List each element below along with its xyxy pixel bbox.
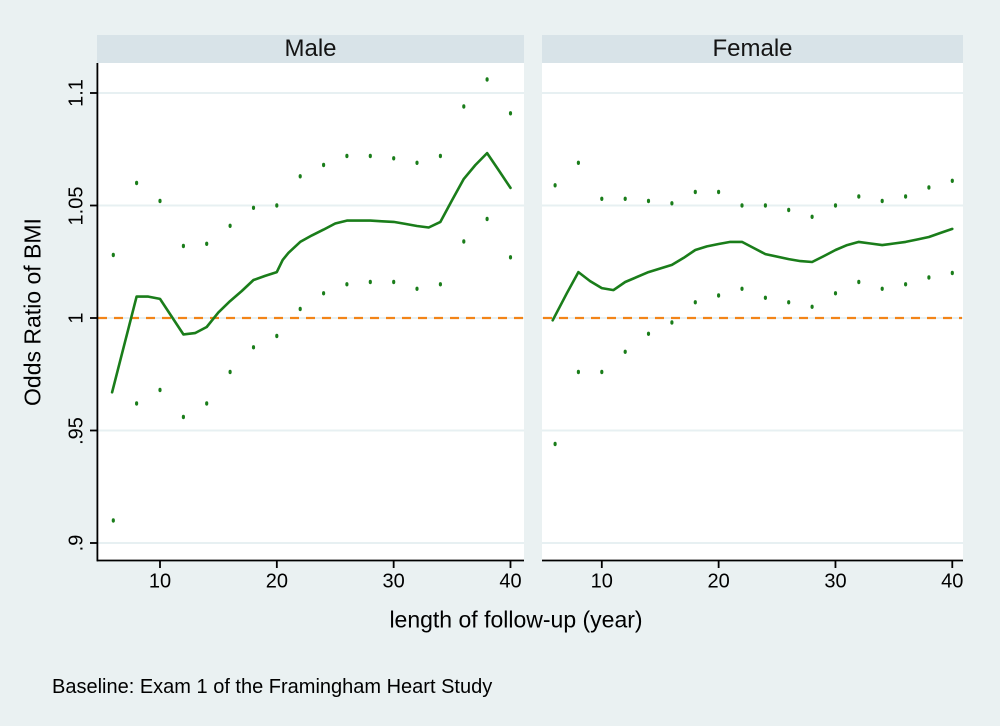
panel-header-male: Male [97,35,524,63]
y-axis-title: Odds Ratio of BMI [19,218,46,406]
y-tick-label: 1.05 [65,186,88,225]
panel-title-female: Female [712,35,793,62]
y-tick-label: .95 [65,416,88,445]
x-tick-label-male: 30 [382,570,405,593]
y-tick-label: 1.1 [65,79,88,107]
plot-area-female [542,63,963,560]
panel-plot-female [542,92,963,568]
x-tick-label-female: 30 [824,570,847,593]
female-odds-ratio-line [551,227,954,322]
x-tick-label-female: 10 [590,570,613,593]
panel-plot-male [97,77,524,568]
male-upper-95-ci-dots [111,77,513,258]
male-lower-95-ci-dots [111,216,513,523]
female-lower-95-ci-dots [553,270,954,447]
x-axis-title: length of follow-up (year) [389,606,643,633]
y-tick-label: 1 [65,312,88,324]
x-tick-label-male: 20 [265,570,288,593]
y-tick-label: .9 [65,534,88,552]
panel-header-female: Female [542,35,963,63]
panel-title-male: Male [284,35,337,62]
female-upper-95-ci-dots [553,160,954,219]
x-tick-label-female: 20 [707,570,730,593]
x-tick-label-female: 40 [941,570,964,593]
figure-caption: Baseline: Exam 1 of the Framingham Heart… [52,676,493,698]
x-tick-label-male: 40 [499,570,522,593]
x-tick-label-male: 10 [148,570,172,593]
male-odds-ratio-line [110,151,512,394]
